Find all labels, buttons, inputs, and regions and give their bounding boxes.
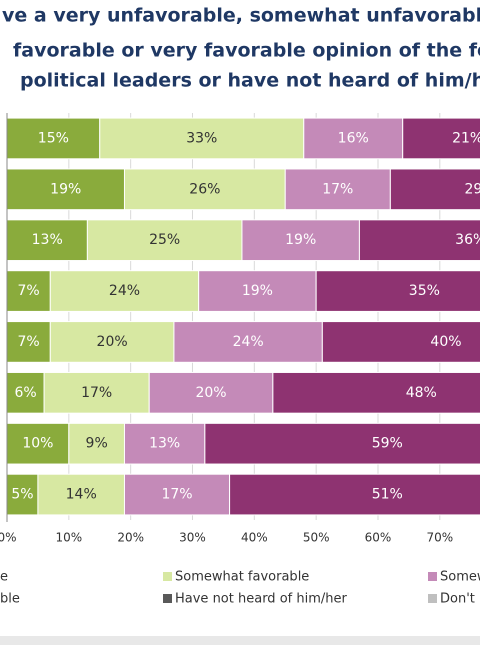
data-label: 17% [81,385,112,401]
bar-segment [86,219,243,262]
data-label: 13% [32,232,63,248]
bar-segment [402,117,480,160]
legend-swatch [163,594,172,603]
data-label: 19% [242,283,273,299]
bar-segment [229,473,480,516]
data-label: 20% [195,385,226,401]
legend-label: Somewhat favorable [175,570,309,585]
chart-title: political leaders or have not heard of h… [20,70,480,92]
bar-segment [68,422,125,465]
x-tick-label: 10% [55,531,82,545]
legend-swatch [428,572,437,581]
x-tick-label: 20% [117,531,144,545]
x-tick-label: 30% [179,531,206,545]
data-label: 13% [149,436,180,452]
bar-segment [123,473,231,516]
data-label: 51% [372,487,403,503]
data-label: 19% [50,181,81,197]
data-label: 6% [14,385,36,401]
bar-segment [99,117,305,160]
legend-label: Somew [440,570,480,585]
data-label: 33% [186,130,217,146]
legend-swatch [163,572,172,581]
bar-segment [49,321,175,363]
data-label: 19% [285,232,316,248]
data-label: 40% [430,334,461,350]
bar-segment [358,219,480,262]
legend-label: Don't k [440,592,480,607]
data-label: 7% [18,334,40,350]
data-label: 16% [338,130,369,146]
bar-segment [37,473,125,516]
data-label: 17% [161,487,192,503]
bar-segment [284,168,391,211]
data-label: 20% [97,334,128,350]
bar-segment [204,422,480,465]
data-label: 35% [409,283,440,299]
data-label: 14% [66,487,97,503]
data-label: 24% [109,283,140,299]
x-tick-label: 50% [303,531,330,545]
bar-segment [241,219,360,262]
x-tick-label: 40% [241,531,268,545]
data-label: 15% [38,130,69,146]
legend-label: Have not heard of him/her [175,592,347,607]
bar-segment [123,168,286,211]
data-label: 59% [372,436,403,452]
frame-band [0,636,480,645]
data-label: 7% [18,283,40,299]
legend-label: e [0,570,8,585]
data-label: 21% [452,130,480,146]
data-label: 10% [22,436,53,452]
x-tick-label: 70% [426,531,453,545]
chart-title: favorable or very favorable opinion of t… [13,40,480,62]
bar-segment [389,168,480,211]
data-label: 36% [455,232,480,248]
data-label: 9% [86,436,108,452]
data-label: 25% [149,232,180,248]
bar-segment [198,270,317,312]
x-tick-label: 0% [0,531,17,545]
data-label: 26% [189,181,220,197]
bar-segment [272,371,480,414]
bar-segment [6,270,51,312]
legend-label: ble [0,592,20,607]
x-tick-label: 60% [365,531,392,545]
data-label: 29% [464,181,480,197]
data-label: 17% [322,181,353,197]
bar-segment [6,168,125,211]
chart-title: ve a very unfavorable, somewhat unfavora… [2,5,480,27]
data-label: 5% [11,487,33,503]
legend-swatch [428,594,437,603]
data-label: 48% [406,385,437,401]
bar-segment [43,371,150,414]
bar-segment [321,321,480,363]
data-label: 24% [233,334,264,350]
bar-segment [49,270,200,312]
bar-segment [6,473,39,516]
bar-segment [315,270,480,312]
